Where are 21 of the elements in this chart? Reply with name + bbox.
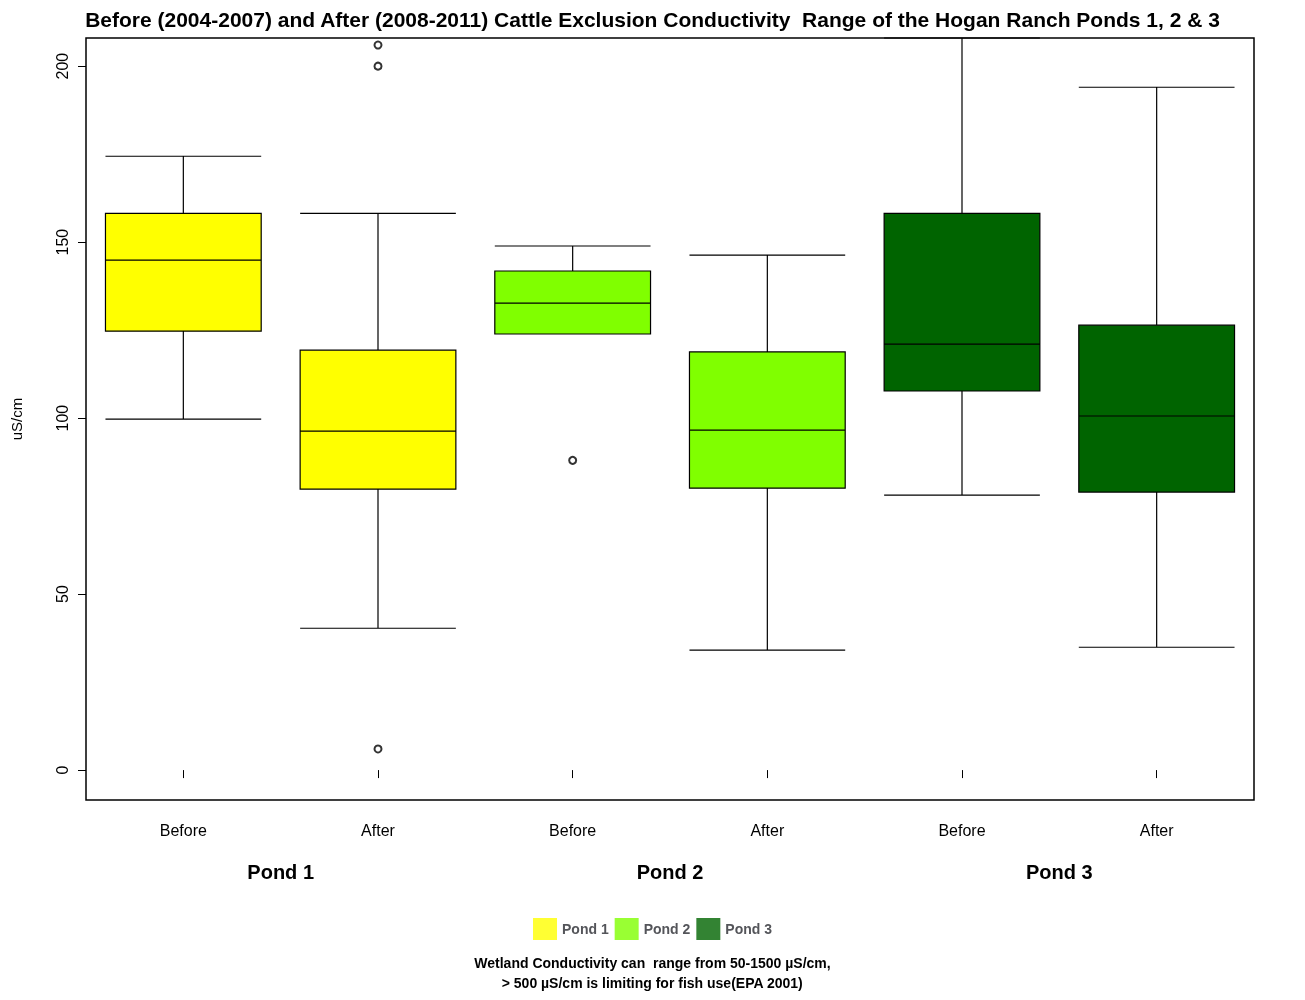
text: Pond 3 <box>1026 861 1093 883</box>
legend-label: Pond 3 <box>725 921 773 937</box>
y-tick-label: 200 <box>53 52 71 80</box>
y-tick-label: 0 <box>53 765 71 775</box>
legend-label: Pond 1 <box>562 921 609 937</box>
x-tick-label: Before <box>159 821 208 839</box>
chart-title: Before (2004-2007) and After (2008-2011) Cattle Exclusion Conductivity Range of the Hogan Ranch Ponds 1, 2 & 3 <box>85 8 1220 31</box>
x-tick-label: After <box>750 821 785 839</box>
legend-label: Pond 2 <box>643 921 691 937</box>
y-axis-title: uS/cm <box>8 397 25 441</box>
text: Wetland Conductivity can range from 50-1500 µS/cm, <box>474 955 831 971</box>
text: > 500 µS/cm is limiting for fish use(EPA 2001) <box>501 975 803 991</box>
text: Pond 1 <box>247 861 314 883</box>
x-tick-label: After <box>1139 821 1175 839</box>
y-tick-label: 100 <box>53 404 71 432</box>
y-tick-label: 150 <box>53 228 71 256</box>
x-tick-label: Before <box>938 821 986 839</box>
y-tick-label: 50 <box>53 585 71 603</box>
x-tick-label: After <box>361 821 396 839</box>
x-tick-label: Before <box>549 821 597 839</box>
text: Pond 2 <box>636 861 704 883</box>
